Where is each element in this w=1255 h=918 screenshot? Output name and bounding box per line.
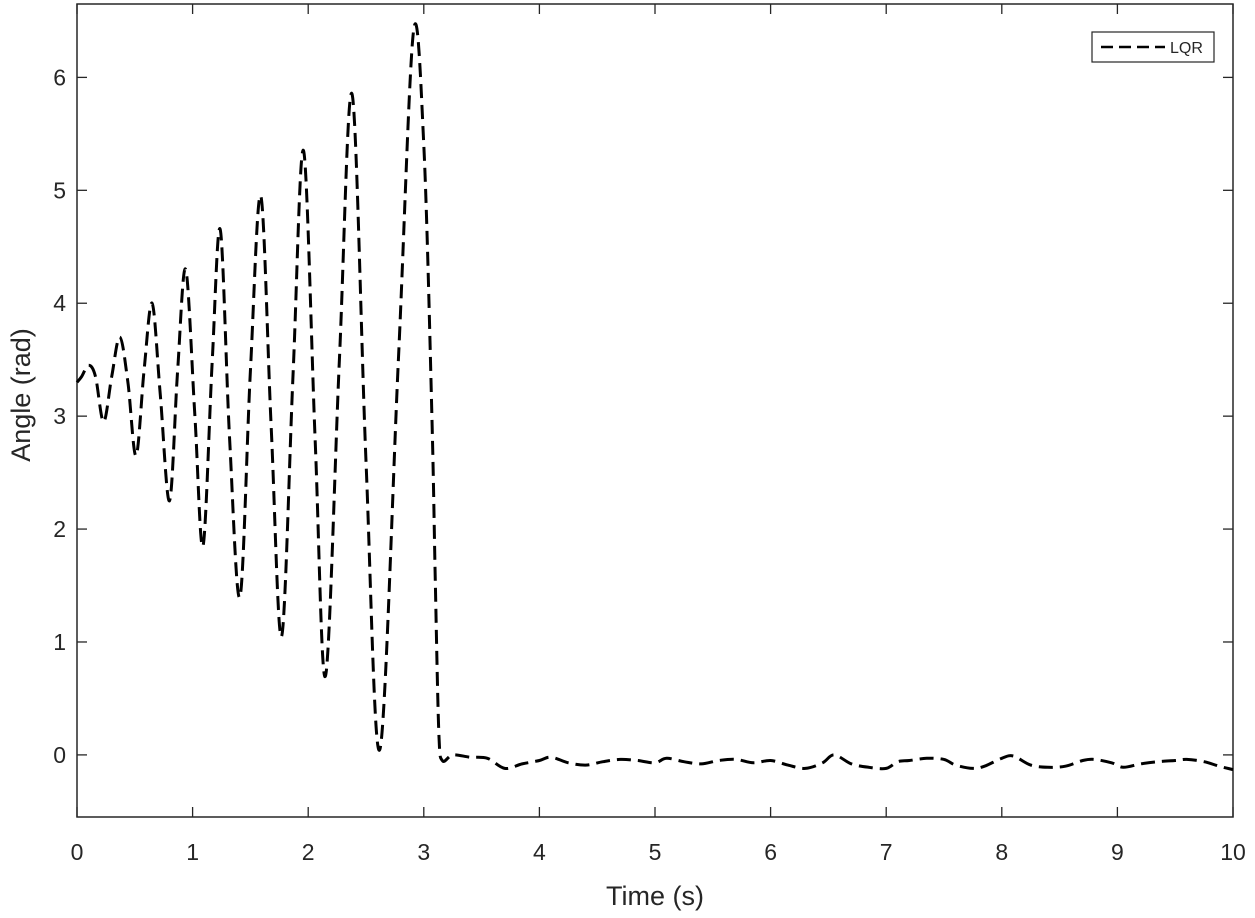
- legend-label-lqr: LQR: [1170, 40, 1203, 57]
- x-tick-label: 7: [880, 839, 893, 865]
- y-tick-label: 5: [53, 177, 66, 203]
- y-tick-label: 6: [53, 64, 66, 90]
- x-tick-label: 0: [71, 839, 84, 865]
- x-tick-label: 5: [649, 839, 662, 865]
- x-axis-title: Time (s): [606, 881, 704, 911]
- y-tick-label: 4: [53, 290, 66, 316]
- y-tick-label: 3: [53, 403, 66, 429]
- y-tick-label: 2: [53, 516, 66, 542]
- x-tick-label: 9: [1111, 839, 1124, 865]
- x-tick-label: 6: [764, 839, 777, 865]
- x-tick-label: 3: [417, 839, 430, 865]
- y-tick-label: 0: [53, 742, 66, 768]
- series-line-lqr: [75, 22, 1234, 772]
- tick-labels: 0 1 2 3 4 5 6 7 8 9 10 0 1 2 3 4 5 6: [53, 64, 1246, 865]
- x-tick-label: 1: [186, 839, 199, 865]
- plot-area: [76, 3, 1234, 818]
- x-tick-label: 4: [533, 839, 546, 865]
- x-tick-label: 2: [302, 839, 315, 865]
- y-axis-title: Angle (rad): [6, 328, 36, 462]
- y-tick-label: 1: [53, 629, 66, 655]
- x-tick-label: 8: [995, 839, 1008, 865]
- axis-ticks: [76, 4, 1234, 817]
- legend: LQR: [1091, 31, 1215, 63]
- x-tick-label: 10: [1220, 839, 1246, 865]
- series-layer: [75, 22, 1234, 772]
